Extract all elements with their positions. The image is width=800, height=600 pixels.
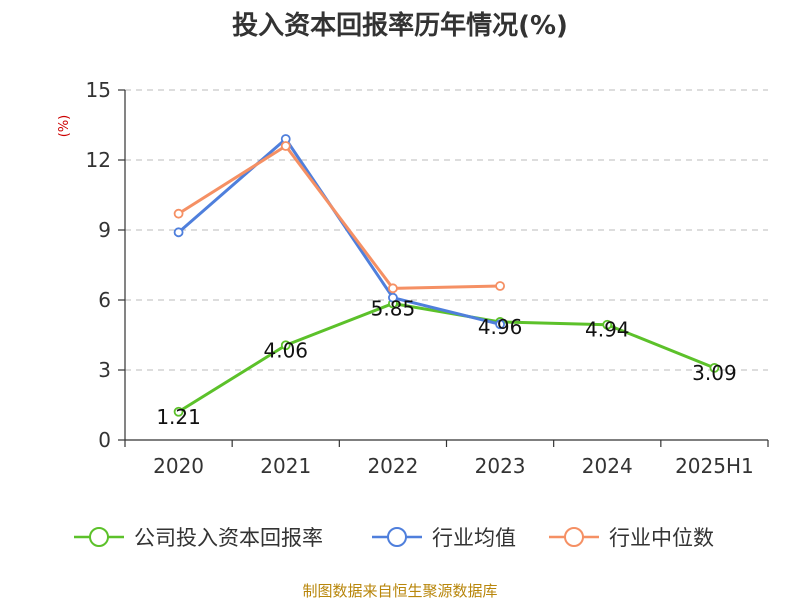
- data-point-1: [173, 227, 184, 238]
- data-label: 5.85: [371, 297, 416, 321]
- data-point-0: [709, 362, 720, 373]
- axes: 0 3 6 9 12 15 2020 2021 2022 2023 2024 2025H1: [86, 78, 769, 478]
- y-tick-label: 9: [98, 218, 111, 242]
- grid-lines: [125, 89, 768, 371]
- data-point-2: [388, 283, 398, 294]
- data-label: 3.09: [692, 361, 737, 385]
- data-label: 1.21: [156, 405, 201, 429]
- data-point-2: [495, 281, 505, 291]
- x-tick-label: 2025H1: [675, 454, 754, 478]
- x-tick-label: 2023: [475, 454, 526, 478]
- data-label: 4.06: [263, 338, 308, 362]
- series-line-0: [177, 302, 715, 414]
- data-point-0: [280, 340, 291, 351]
- data-point-1: [388, 292, 398, 303]
- data-label: 4.94: [585, 318, 630, 342]
- legend-marker: [387, 527, 407, 547]
- data-point-2: [280, 141, 291, 151]
- y-tick-label: 0: [98, 428, 111, 452]
- legend-marker: [89, 527, 109, 547]
- data-point-2: [173, 208, 184, 219]
- data-label: 4.96: [478, 315, 523, 339]
- y-axis-label: (%): [57, 115, 72, 138]
- data-point-1: [495, 319, 505, 330]
- x-tick-label: 2021: [260, 454, 311, 478]
- data-point-0: [173, 406, 184, 417]
- series-line-2: [177, 144, 501, 290]
- series-line-1: [177, 137, 501, 326]
- y-tick-label: 12: [86, 148, 111, 172]
- data-labels: 1.21 4.06 5.85 4.96 4.94 3.09: [156, 297, 736, 429]
- y-tick-label: 3: [98, 358, 111, 382]
- legend-label: 公司投入资本回报率: [134, 526, 323, 550]
- x-tick-label: 2024: [582, 454, 633, 478]
- series-lines: [173, 134, 720, 417]
- y-tick-label: 15: [86, 78, 111, 102]
- source-note: 制图数据来自恒生聚源数据库: [302, 582, 497, 600]
- data-point-0: [602, 319, 613, 330]
- legend: 公司投入资本回报率 行业均值 行业中位数: [74, 526, 714, 550]
- y-tick-label: 6: [98, 288, 111, 312]
- legend-label: 行业均值: [432, 526, 516, 550]
- x-tick-label: 2022: [367, 454, 418, 478]
- legend-marker: [564, 527, 584, 547]
- chart-title: 投入资本回报率历年情况(%): [232, 10, 568, 41]
- legend-label: 行业中位数: [609, 526, 714, 550]
- x-tick-label: 2020: [153, 454, 204, 478]
